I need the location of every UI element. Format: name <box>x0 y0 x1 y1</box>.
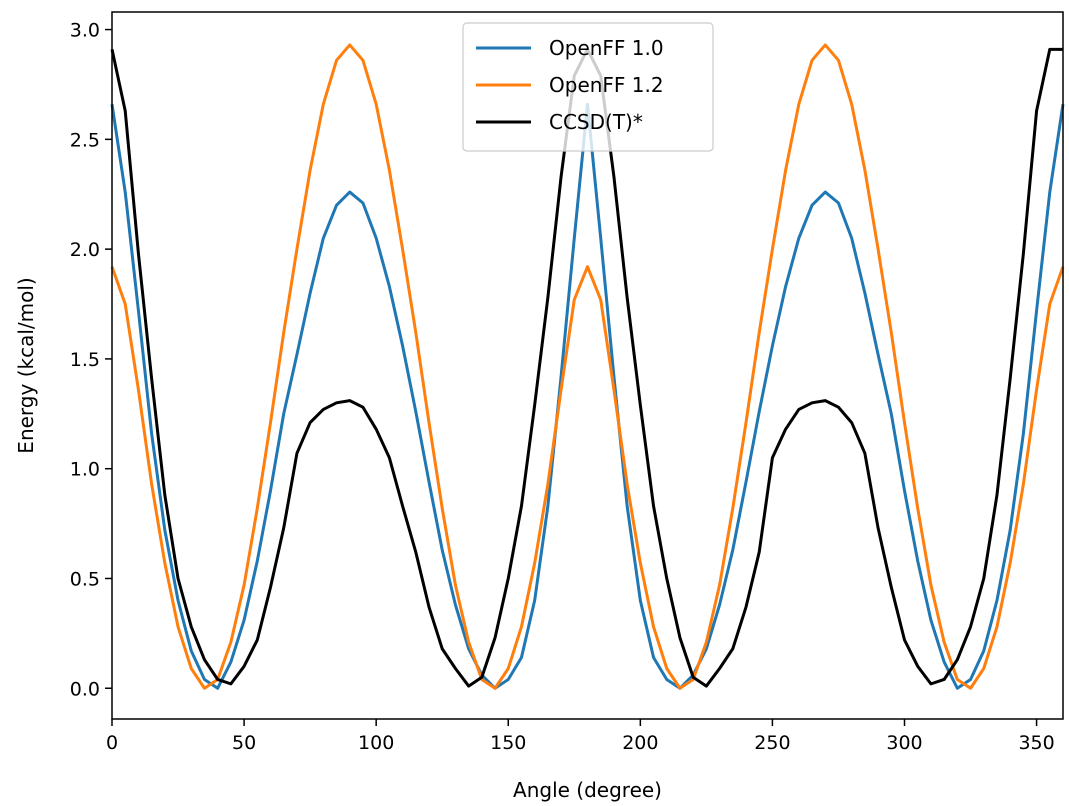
x-tick-label: 150 <box>490 732 526 754</box>
legend-label-2: OpenFF 1.2 <box>549 73 664 97</box>
legend: OpenFF 1.0 OpenFF 1.2 CCSD(T)* <box>462 22 714 152</box>
x-tick-label: 250 <box>754 732 790 754</box>
series-line-1 <box>110 102 1065 690</box>
y-tick-label: 2.0 <box>70 239 100 261</box>
y-tick-label: 3.0 <box>70 20 100 42</box>
y-tick-label: 1.0 <box>70 459 100 481</box>
x-tick-label: 200 <box>622 732 658 754</box>
y-axis-ticks: 0.0 0.5 1.0 1.5 2.0 2.5 3.0 <box>70 20 112 700</box>
x-axis-ticks: 0 50 100 150 200 250 300 350 <box>106 719 1055 754</box>
x-tick-label: 300 <box>886 732 922 754</box>
series-line-2 <box>110 43 1065 690</box>
x-tick-label: 350 <box>1018 732 1054 754</box>
x-axis-label: Angle (degree) <box>513 778 662 802</box>
x-tick-label: 100 <box>358 732 394 754</box>
legend-box <box>462 22 714 152</box>
legend-label-3: CCSD(T)* <box>549 110 643 134</box>
x-tick-label: 0 <box>106 732 118 754</box>
y-tick-label: 0.0 <box>70 678 100 700</box>
x-tick-label: 50 <box>232 732 256 754</box>
legend-label-1: OpenFF 1.0 <box>549 36 664 60</box>
y-axis-label: Energy (kcal/mol) <box>14 277 38 453</box>
y-tick-label: 2.5 <box>70 129 100 151</box>
y-tick-label: 0.5 <box>70 568 100 590</box>
y-tick-label: 1.5 <box>70 349 100 371</box>
plot-frame <box>111 11 1064 720</box>
